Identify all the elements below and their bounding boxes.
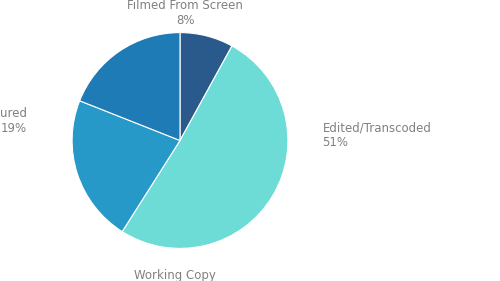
Wedge shape [122,46,288,248]
Text: Filmed From Screen
8%: Filmed From Screen 8% [128,0,244,27]
Wedge shape [80,33,180,140]
Wedge shape [72,101,180,232]
Text: Working Copy
22%: Working Copy 22% [134,269,216,281]
Wedge shape [180,33,232,140]
Text: Screen Captured
19%: Screen Captured 19% [0,107,27,135]
Text: Edited/Transcoded
51%: Edited/Transcoded 51% [322,121,432,149]
